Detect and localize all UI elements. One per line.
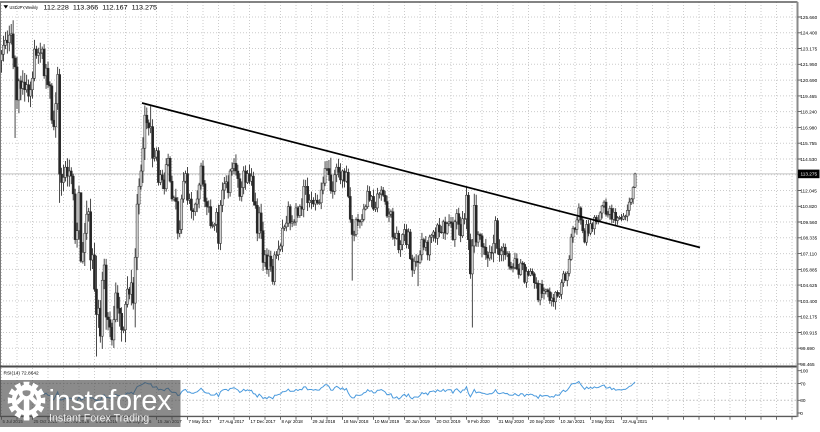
svg-text:99.690: 99.690	[800, 346, 815, 351]
svg-text:113.275: 113.275	[801, 172, 818, 177]
svg-text:10 Jan 2021: 10 Jan 2021	[561, 419, 586, 424]
svg-text:8 Apr 2018: 8 Apr 2018	[282, 419, 304, 424]
svg-text:123.175: 123.175	[800, 46, 817, 51]
svg-text:Instant Forex Trading: Instant Forex Trading	[49, 413, 149, 425]
svg-text:10 Mar 2019: 10 Mar 2019	[375, 419, 400, 424]
svg-text:107.110: 107.110	[800, 252, 817, 257]
svg-text:22 Aug 2021: 22 Aug 2021	[623, 419, 648, 424]
svg-text:121.950: 121.950	[800, 62, 817, 67]
svg-text:USDJPY,Weekly: USDJPY,Weekly	[10, 5, 39, 11]
svg-text:100: 100	[800, 369, 808, 374]
svg-text:110.820: 110.820	[800, 204, 817, 209]
svg-text:0: 0	[800, 411, 803, 416]
svg-text:30: 30	[800, 398, 806, 403]
svg-text:125.660: 125.660	[800, 15, 817, 20]
svg-text:20 Sep 2020: 20 Sep 2020	[530, 419, 555, 424]
svg-text:102.175: 102.175	[800, 315, 817, 320]
svg-text:124.400: 124.400	[800, 31, 817, 36]
svg-text:105.885: 105.885	[800, 267, 817, 272]
svg-text:109.560: 109.560	[800, 220, 817, 225]
svg-text:98.465: 98.465	[800, 362, 815, 367]
svg-text:29 Jul 2018: 29 Jul 2018	[313, 419, 336, 424]
svg-text:18 Nov 2018: 18 Nov 2018	[344, 419, 369, 424]
svg-text:9 Feb 2020: 9 Feb 2020	[468, 419, 491, 424]
svg-text:2 May 2021: 2 May 2021	[592, 419, 616, 424]
svg-text:instaforex: instaforex	[49, 385, 173, 417]
svg-text:118.240: 118.240	[800, 110, 817, 115]
svg-text:112.228 113.366 112.167 113: 112.228 113.366 112.167 113.275	[44, 5, 158, 12]
svg-text:112.045: 112.045	[800, 188, 817, 193]
svg-text:100.915: 100.915	[800, 330, 817, 335]
svg-text:17 Dec 2017: 17 Dec 2017	[251, 419, 276, 424]
svg-text:70: 70	[800, 381, 806, 386]
svg-text:120.690: 120.690	[800, 78, 817, 83]
svg-text:7 May 2017: 7 May 2017	[189, 419, 213, 424]
svg-text:30 Jun 2019: 30 Jun 2019	[406, 419, 431, 424]
svg-text:114.530: 114.530	[800, 157, 817, 162]
svg-text:108.335: 108.335	[800, 236, 817, 241]
svg-text:116.980: 116.980	[800, 125, 817, 130]
svg-text:119.465: 119.465	[800, 94, 817, 99]
svg-text:115.755: 115.755	[800, 141, 817, 146]
svg-text:104.625: 104.625	[800, 283, 817, 288]
svg-text:31 May 2020: 31 May 2020	[499, 419, 525, 424]
svg-text:27 Aug 2017: 27 Aug 2017	[220, 419, 245, 424]
svg-text:20 Oct 2019: 20 Oct 2019	[437, 419, 461, 424]
svg-text:103.400: 103.400	[800, 299, 817, 304]
svg-text:RSI(14) 72.8642: RSI(14) 72.8642	[4, 371, 40, 377]
